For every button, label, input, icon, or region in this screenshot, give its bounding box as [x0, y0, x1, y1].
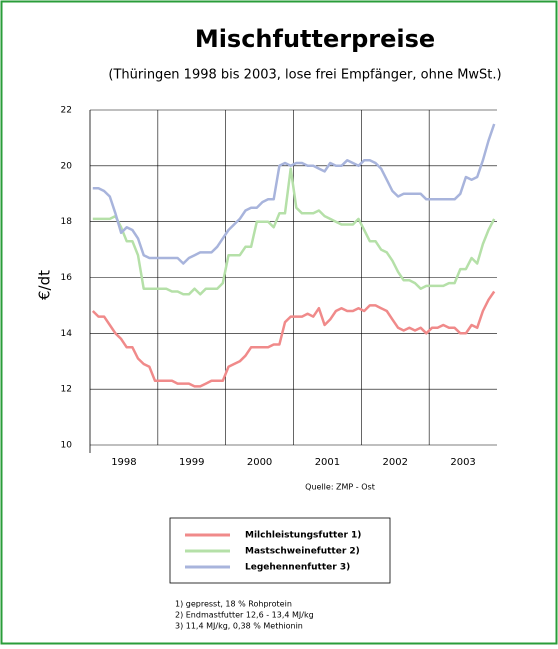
series-line — [92, 167, 496, 296]
y-tick-label: 10 — [61, 441, 73, 451]
footnote: 3) 11,4 MJ/kg, 0,38 % Methionin — [175, 622, 303, 631]
legend-box — [169, 517, 391, 584]
x-tick-label: 2000 — [247, 457, 272, 468]
y-tick-label: 22 — [61, 106, 72, 116]
legend-label: Mastschweinefutter 2) — [245, 547, 360, 557]
x-tick-label: 2002 — [383, 457, 408, 468]
y-tick-label: 16 — [61, 273, 73, 283]
y-tick-label: 14 — [61, 329, 73, 339]
x-tick-label: 2001 — [315, 457, 340, 468]
y-axis-label: €/dt — [36, 270, 54, 300]
y-tick-label: 20 — [61, 161, 73, 171]
series-line — [92, 123, 496, 265]
y-tick-label: 18 — [61, 217, 73, 227]
series-line — [91, 290, 496, 388]
chart-title: Mischfutterpreise — [195, 25, 435, 53]
legend-label: Milchleistungsfutter 1) — [245, 531, 361, 541]
source: Quelle: ZMP - Ost — [305, 483, 375, 492]
footnote: 1) gepresst, 18 % Rohprotein — [175, 600, 292, 609]
chart-subtitle: (Thüringen 1998 bis 2003, lose frei Empf… — [108, 68, 501, 83]
x-tick-label: 1998 — [111, 457, 136, 468]
y-tick-label: 12 — [61, 385, 72, 395]
legend-label: Legehennenfutter 3) — [245, 563, 350, 573]
footnote: 2) Endmastfutter 12,6 - 13,4 MJ/kg — [175, 611, 314, 620]
x-tick-label: 2003 — [450, 457, 475, 468]
x-tick-label: 1999 — [179, 457, 204, 468]
